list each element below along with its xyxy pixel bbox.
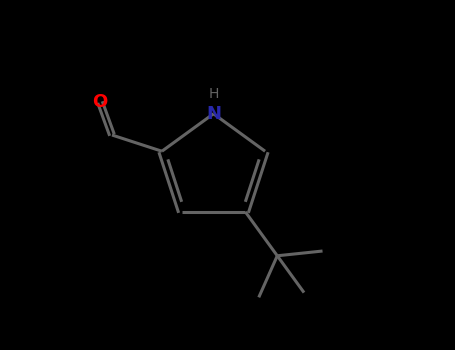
- Text: H: H: [208, 88, 219, 102]
- Text: N: N: [206, 105, 221, 123]
- Text: O: O: [92, 93, 108, 111]
